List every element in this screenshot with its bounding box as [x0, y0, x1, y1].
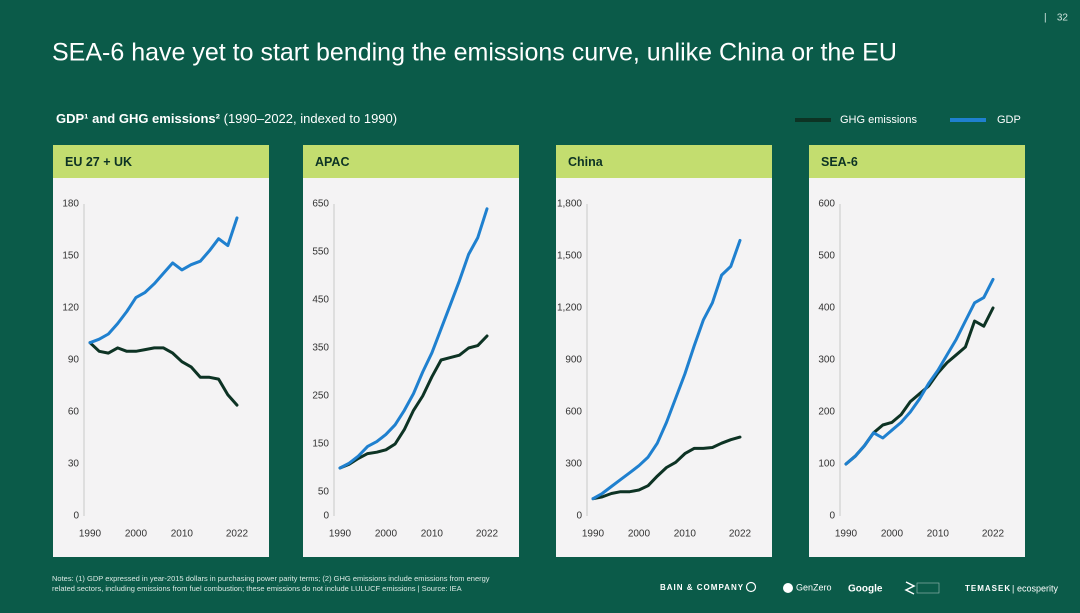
logo-separator: |: [1012, 583, 1014, 593]
logo-icon: [783, 583, 793, 593]
y-tick-label: 60: [68, 407, 80, 418]
logo: Google: [848, 584, 883, 595]
panel-title: APAC: [315, 155, 350, 169]
y-tick-label: 150: [62, 251, 79, 262]
x-tick-label: 1990: [835, 529, 858, 540]
logo: TEMASEK: [965, 584, 1011, 593]
x-tick-label: 1990: [79, 529, 102, 540]
x-tick-label: 2010: [421, 529, 444, 540]
x-tick-label: 2022: [226, 529, 249, 540]
y-tick-label: 0: [829, 511, 835, 522]
legend-label: GDP: [997, 114, 1021, 126]
y-tick-label: 1,500: [557, 251, 582, 262]
y-tick-label: 50: [318, 487, 330, 498]
panel: [556, 145, 772, 557]
panel: [53, 145, 269, 557]
series-line: [88, 341, 239, 407]
y-tick-label: 200: [818, 407, 835, 418]
x-tick-label: 1990: [582, 529, 605, 540]
page-number: 32: [1057, 13, 1069, 24]
y-tick-label: 350: [312, 343, 329, 354]
y-tick-label: 450: [312, 295, 329, 306]
panel-title: EU 27 + UK: [65, 155, 132, 169]
x-tick-label: 2010: [171, 529, 194, 540]
y-tick-label: 0: [323, 511, 329, 522]
x-tick-label: 2000: [125, 529, 148, 540]
x-tick-label: 2022: [982, 529, 1005, 540]
y-tick-label: 600: [818, 199, 835, 210]
series-line: [844, 277, 995, 466]
legend-label: GHG emissions: [840, 114, 918, 126]
panel-header: [556, 145, 772, 178]
x-tick-label: 1990: [329, 529, 352, 540]
series-line: [591, 435, 742, 501]
y-tick-label: 180: [62, 199, 79, 210]
panel-title: China: [568, 155, 604, 169]
panel: [809, 145, 1025, 557]
y-tick-label: 650: [312, 199, 329, 210]
y-tick-label: 150: [312, 439, 329, 450]
logo-icon: [916, 582, 940, 594]
note-line: related sectors, including emissions fro…: [52, 584, 462, 593]
x-tick-label: 2022: [729, 529, 752, 540]
y-tick-label: 90: [68, 355, 80, 366]
x-tick-label: 2010: [674, 529, 697, 540]
panel-header: [303, 145, 519, 178]
series-line: [338, 334, 489, 470]
y-tick-label: 1,200: [557, 303, 582, 314]
panel: [303, 145, 519, 557]
panel-title: SEA-6: [821, 155, 858, 169]
panel-header: [53, 145, 269, 178]
logo: GenZero: [796, 582, 832, 592]
logo-icon: [745, 581, 757, 593]
x-tick-label: 2000: [628, 529, 651, 540]
x-tick-label: 2010: [927, 529, 950, 540]
y-tick-label: 250: [312, 391, 329, 402]
y-tick-label: 600: [565, 407, 582, 418]
subtitle-main: GDP¹ and GHG emissions²: [56, 111, 221, 126]
x-tick-label: 2022: [476, 529, 499, 540]
slide-title: SEA-6 have yet to start bending the emis…: [52, 39, 897, 67]
note-line: Notes: (1) GDP expressed in year-2015 do…: [52, 574, 490, 583]
y-tick-label: 0: [73, 511, 79, 522]
page-separator: |: [1044, 13, 1047, 24]
subtitle-note: (1990–2022, indexed to 1990): [224, 111, 397, 126]
y-tick-label: 550: [312, 247, 329, 258]
logo: ecosperity: [1017, 583, 1059, 593]
subtitle: GDP¹ and GHG emissions² (1990–2022, inde…: [56, 111, 397, 126]
series-line: [591, 238, 742, 501]
y-tick-label: 500: [818, 251, 835, 262]
y-tick-label: 300: [818, 355, 835, 366]
series-line: [88, 216, 239, 345]
y-tick-label: 1,800: [557, 199, 582, 210]
x-tick-label: 2000: [375, 529, 398, 540]
y-tick-label: 0: [576, 511, 582, 522]
logo-icon: [904, 581, 916, 595]
y-tick-label: 100: [818, 459, 835, 470]
y-tick-label: 400: [818, 303, 835, 314]
y-tick-label: 300: [565, 459, 582, 470]
x-tick-label: 2000: [881, 529, 904, 540]
series-line: [338, 207, 489, 470]
y-tick-label: 900: [565, 355, 582, 366]
y-tick-label: 120: [62, 303, 79, 314]
y-tick-label: 30: [68, 459, 80, 470]
logo: BAIN & COMPANY: [660, 583, 744, 592]
panel-header: [809, 145, 1025, 178]
